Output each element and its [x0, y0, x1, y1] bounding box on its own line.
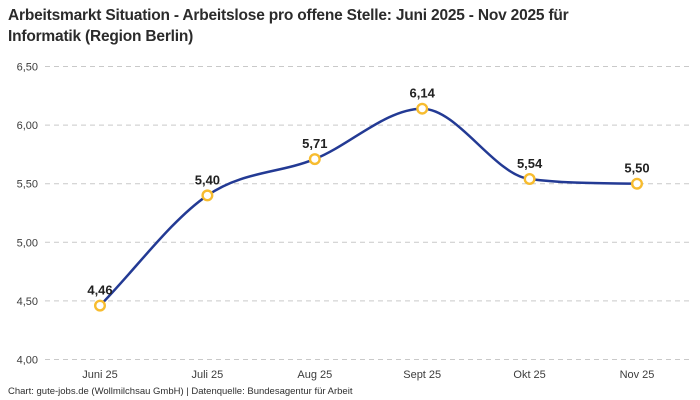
- x-axis-tick-label: Juli 25: [192, 369, 224, 381]
- data-point-value-label: 6,14: [410, 86, 436, 101]
- data-point-value-label: 5,54: [517, 156, 543, 171]
- x-axis-tick-label: Nov 25: [620, 369, 655, 381]
- chart-title-line1: Arbeitsmarkt Situation - Arbeitslose pro…: [8, 7, 569, 24]
- y-axis-tick-label: 6,00: [17, 120, 38, 132]
- data-point-value-label: 5,40: [195, 172, 220, 187]
- chart-credit: Chart: gute-jobs.de (Wollmilchsau GmbH) …: [8, 386, 353, 397]
- data-point-value-label: 4,46: [87, 283, 112, 298]
- x-axis-tick-label: Okt 25: [513, 369, 545, 381]
- data-point-value-label: 5,50: [624, 161, 649, 176]
- x-axis-tick-label: Juni 25: [82, 369, 117, 381]
- x-axis-tick-label: Aug 25: [297, 369, 332, 381]
- data-point-value-label: 5,71: [302, 136, 327, 151]
- data-point-marker: [416, 102, 429, 115]
- data-point-marker: [523, 173, 536, 186]
- x-axis-tick-label: Sept 25: [403, 369, 441, 381]
- y-axis-tick-label: 6,50: [17, 62, 38, 74]
- data-point-marker: [308, 153, 321, 166]
- data-point-marker: [93, 299, 106, 312]
- chart-title: Arbeitsmarkt Situation - Arbeitslose pro…: [8, 5, 692, 48]
- data-point-marker: [201, 189, 214, 202]
- data-point-marker: [631, 177, 644, 190]
- y-axis-tick-label: 4,50: [17, 296, 38, 308]
- y-axis-tick-label: 4,00: [17, 355, 38, 367]
- chart-title-line2: Informatik (Region Berlin): [8, 28, 194, 46]
- y-axis-tick-label: 5,50: [17, 179, 38, 191]
- y-axis-tick-label: 5,00: [17, 237, 38, 249]
- trend-line: [98, 107, 639, 307]
